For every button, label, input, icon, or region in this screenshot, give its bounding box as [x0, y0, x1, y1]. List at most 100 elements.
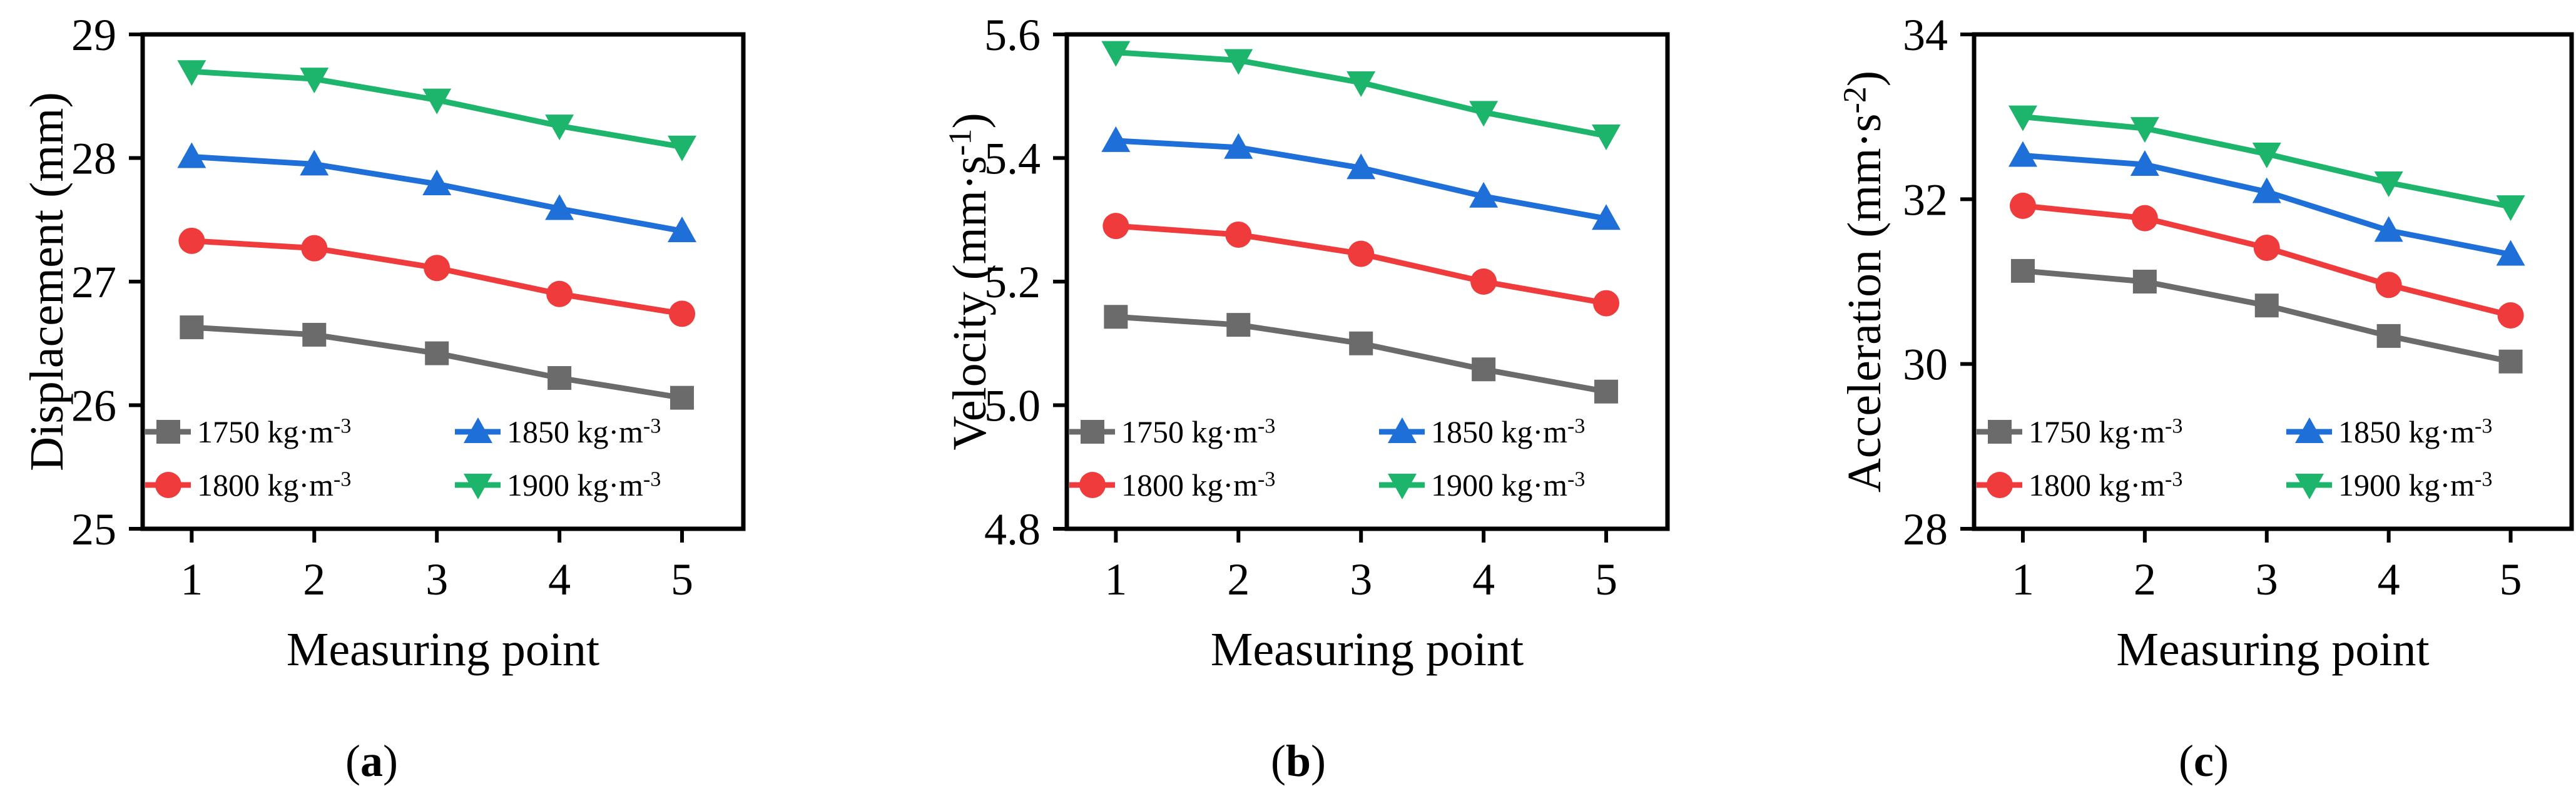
legend-entry: 1750 kg·m-3 — [1069, 414, 1275, 449]
data-point — [1224, 49, 1253, 75]
data-point — [545, 115, 574, 141]
plot-frame — [1064, 32, 1670, 531]
caption-letter: c — [2194, 736, 2214, 786]
y-tick-label: 25 — [71, 504, 116, 554]
y-axis-label: Acceleration (mm·s-2) — [1838, 71, 1891, 492]
x-tick-label: 4 — [548, 554, 571, 605]
legend-label: 1800 kg·m-3 — [1121, 467, 1275, 503]
legend-marker — [2295, 474, 2324, 499]
legend-exponent: -3 — [1258, 468, 1275, 491]
data-point — [1472, 357, 1496, 382]
y-axis-exponent: -2 — [1838, 86, 1873, 113]
legend-entry: 1850 kg·m-3 — [455, 414, 661, 449]
chart-panel-c: 1750 kg·m-3 1850 kg·m-3 1800 kg·m-3 1900 kg… — [1838, 10, 2574, 786]
caption-close: ) — [2214, 736, 2229, 786]
caption-open: ( — [1271, 736, 1286, 786]
x-tick-label: 5 — [2500, 554, 2522, 605]
data-point — [1226, 313, 1251, 337]
legend-label: 1900 kg·m-3 — [2338, 467, 2492, 503]
data-point — [302, 322, 327, 347]
data-point — [177, 142, 206, 168]
legend-marker — [464, 474, 492, 499]
data-point — [2254, 293, 2279, 318]
x-tick-label: 5 — [671, 554, 693, 605]
data-point — [1347, 153, 1376, 180]
data-point — [1348, 240, 1375, 267]
legend-exponent: -3 — [2165, 468, 2182, 491]
legend-entry: 1900 kg·m-3 — [455, 467, 661, 503]
data-point — [1594, 379, 1619, 404]
caption-close: ) — [1311, 736, 1326, 786]
y-tick-label: 34 — [1903, 10, 1948, 60]
y-tick-label: 5.4 — [984, 134, 1041, 184]
data-point — [1225, 221, 1252, 248]
data-point — [1592, 204, 1621, 230]
data-point — [2376, 324, 2401, 348]
legend-marker — [1988, 420, 2012, 444]
legend: 1750 kg·m-3 1850 kg·m-3 1800 kg·m-3 1900 kg… — [1977, 414, 2492, 503]
x-tick-label: 4 — [2378, 554, 2400, 605]
data-point — [2008, 141, 2037, 167]
legend-marker — [1388, 474, 1417, 499]
legend-marker — [155, 472, 181, 498]
legend-marker — [1388, 417, 1417, 443]
legend-entry: 1850 kg·m-3 — [1379, 414, 1585, 449]
y-axis-label: Displacement (mm) — [21, 92, 73, 471]
y-tick-label: 27 — [71, 257, 116, 307]
legend-marker — [156, 420, 180, 444]
data-point — [547, 366, 572, 390]
data-point — [1349, 331, 1373, 355]
data-point — [2374, 171, 2403, 197]
x-tick-label: 1 — [180, 554, 203, 605]
y-axis-close-paren: ) — [1838, 71, 1891, 86]
data-point — [2252, 177, 2281, 203]
series-line — [1112, 138, 1609, 222]
data-point — [1592, 124, 1621, 150]
series-2 — [177, 142, 697, 243]
data-point — [425, 341, 449, 365]
plot-frame — [140, 32, 746, 531]
y-tick-label: 5.2 — [984, 257, 1041, 307]
data-point — [178, 227, 205, 254]
x-tick-label: 3 — [2256, 554, 2278, 605]
legend-marker — [1987, 472, 2013, 498]
data-point — [2496, 195, 2525, 222]
series-1 — [2009, 192, 2524, 329]
legend-label: 1850 kg·m-3 — [507, 414, 661, 449]
x-tick-label: 2 — [1227, 554, 1250, 605]
data-point — [546, 280, 573, 307]
legend-marker — [464, 417, 492, 443]
data-point — [1104, 305, 1128, 329]
x-tick-label: 5 — [1595, 554, 1617, 605]
data-point — [2130, 150, 2159, 176]
data-point — [668, 217, 697, 243]
x-tick-label: 3 — [425, 554, 448, 605]
data-point — [424, 255, 451, 282]
data-point — [1593, 290, 1620, 317]
caption-close: ) — [383, 736, 398, 786]
y-tick-label: 28 — [71, 134, 116, 184]
legend-exponent: -3 — [643, 468, 661, 491]
x-axis-label: Measuring point — [287, 623, 599, 676]
legend-exponent: -3 — [643, 415, 661, 438]
data-point — [2496, 240, 2525, 266]
chart-panel-b: 1750 kg·m-3 1850 kg·m-3 1800 kg·m-3 1900 kg… — [943, 10, 1670, 786]
data-point — [300, 68, 329, 94]
legend-exponent: -3 — [2475, 415, 2492, 438]
data-point — [2131, 205, 2158, 232]
legend-label: 1900 kg·m-3 — [1431, 467, 1585, 503]
x-tick-label: 1 — [1104, 554, 1127, 605]
legend-label: 1750 kg·m-3 — [1121, 414, 1275, 449]
legend-marker — [1081, 420, 1104, 444]
legend-label: 1900 kg·m-3 — [507, 467, 661, 503]
data-point — [422, 169, 452, 195]
data-point — [300, 150, 329, 176]
y-axis-exponent: -1 — [943, 129, 979, 156]
x-axis-label: Measuring point — [2116, 623, 2429, 676]
legend-label: 1850 kg·m-3 — [2338, 414, 2492, 449]
data-point — [301, 235, 328, 262]
data-point — [177, 60, 206, 86]
x-axis-label: Measuring point — [1211, 623, 1524, 676]
legend-entry: 1800 kg·m-3 — [145, 467, 351, 503]
